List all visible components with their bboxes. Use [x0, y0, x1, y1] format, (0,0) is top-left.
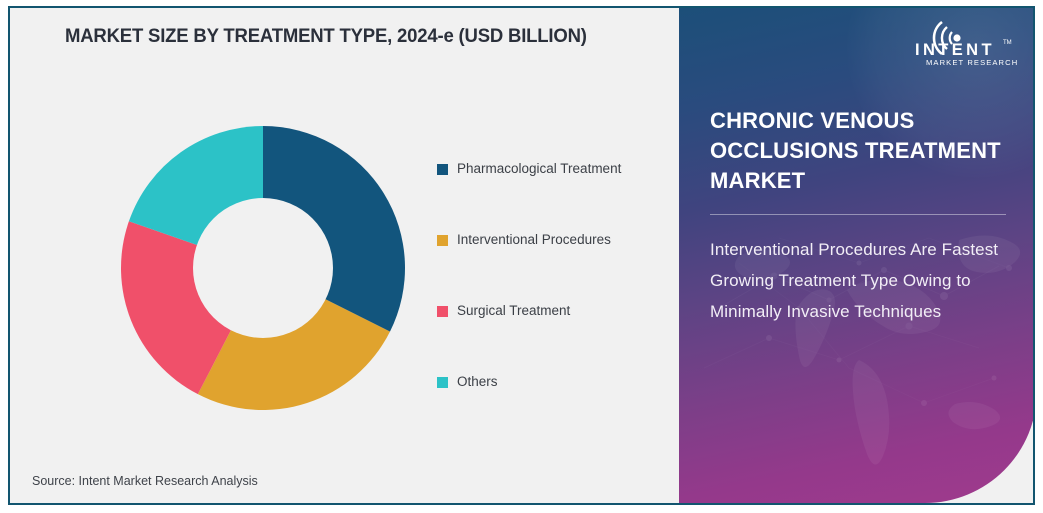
legend-item-others[interactable]: Others — [437, 373, 677, 444]
donut-chart — [121, 126, 405, 410]
legend-item-surgical-treatment[interactable]: Surgical Treatment — [437, 302, 677, 373]
donut-hole — [193, 198, 333, 338]
chart-title: MARKET SIZE BY TREATMENT TYPE, 2024-e (U… — [65, 25, 587, 47]
signal-waves-icon — [932, 20, 961, 56]
legend-label: Surgical Treatment — [457, 303, 571, 318]
chart-legend: Pharmacological Treatment Interventional… — [437, 160, 677, 444]
legend-swatch-icon — [437, 306, 448, 317]
banner-panel: INTENT TM MARKET RESEARCH CHRONIC VENOUS… — [679, 8, 1033, 503]
legend-item-interventional-procedures[interactable]: Interventional Procedures — [437, 231, 677, 302]
banner-heading: CHRONIC VENOUS OCCLUSIONS TREATMENT MARK… — [710, 108, 1001, 193]
logo-trademark: TM — [1003, 40, 1012, 46]
logo-wordmark: INTENT — [915, 41, 995, 59]
logo-svg: INTENT TM MARKET RESEARCH — [915, 20, 1018, 67]
logo-tagline: MARKET RESEARCH — [926, 58, 1018, 67]
infographic-card: MARKET SIZE BY TREATMENT TYPE, 2024-e (U… — [8, 6, 1035, 505]
legend-swatch-icon — [437, 235, 448, 246]
legend-swatch-icon — [437, 164, 448, 175]
intent-market-research-logo: INTENT TM MARKET RESEARCH — [903, 16, 1019, 68]
source-note: Source: Intent Market Research Analysis — [32, 474, 258, 488]
donut-chart-svg — [121, 126, 405, 410]
legend-item-pharmacological-treatment[interactable]: Pharmacological Treatment — [437, 160, 677, 231]
legend-swatch-icon — [437, 377, 448, 388]
chart-panel: MARKET SIZE BY TREATMENT TYPE, 2024-e (U… — [10, 8, 679, 503]
world-map-network-graphic — [734, 235, 1021, 465]
legend-label: Others — [457, 374, 498, 389]
banner-divider — [710, 214, 1006, 215]
banner-subtext: Interventional Procedures Are Fastest Gr… — [710, 240, 999, 321]
legend-label: Pharmacological Treatment — [457, 161, 622, 176]
legend-label: Interventional Procedures — [457, 232, 611, 247]
